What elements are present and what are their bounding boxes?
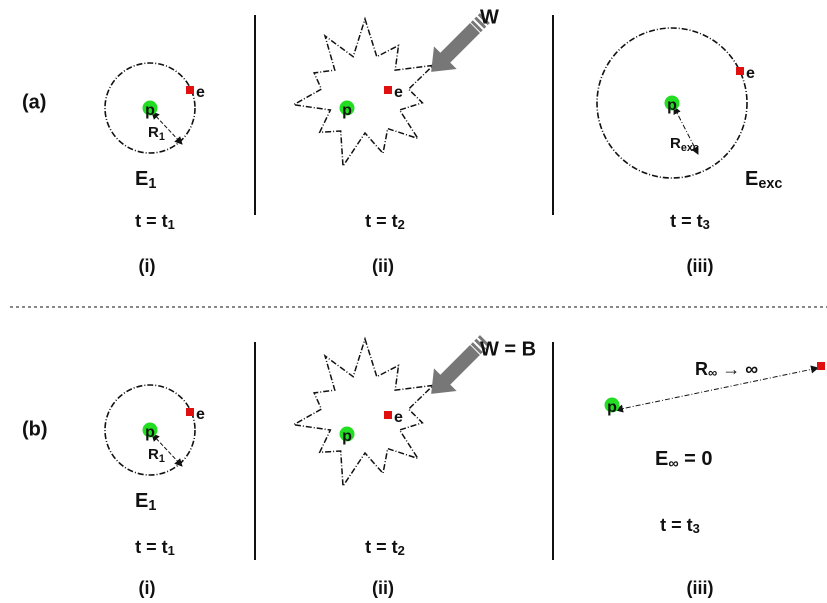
radius-label-rest: → ∞ [717,359,758,379]
time-label: t = t2 [365,537,405,559]
electron-label: e [746,65,755,82]
time-label: t = t1 [135,537,175,559]
time-label-main: t = t [660,515,693,535]
time-label: t = t1 [135,211,175,233]
time-label-main: t = t [365,211,398,231]
time-label-sub: 2 [398,217,405,232]
caption: (i) [139,256,156,276]
force-label: W = B [480,338,536,360]
proton-label: p [342,102,352,119]
proton-label: p [667,97,677,114]
electron-label: e [394,84,403,101]
electron-label: e [196,406,205,423]
energy-label-main: E [745,168,758,190]
time-label-sub: 3 [703,217,710,232]
electron-dot [817,362,825,370]
energy-label-main: E [135,490,148,512]
radius-label-main: R [148,446,159,463]
energy-label: Eexc [745,168,782,192]
proton-label: p [607,399,617,416]
electron-label: e [196,84,205,101]
caption: (iii) [687,578,714,598]
row-label: (a) [22,91,46,113]
radius-label: R∞ → ∞ [695,359,758,381]
radius-label-main: R [670,135,681,152]
energy-label: E1 [135,168,156,192]
electron-dot [186,408,194,416]
radius-label-sub: 1 [159,453,165,465]
energy-label-sub: 1 [148,498,156,514]
electron-dot [736,67,744,75]
electron-dot [186,86,194,94]
time-label: t = t3 [660,515,700,537]
caption: (iii) [687,256,714,276]
electron-dot [384,86,392,94]
energy-label-sub: ∞ [668,456,678,472]
time-label-main: t = t [135,211,168,231]
energy-label-sub: exc [758,176,782,192]
row-label: (b) [22,418,48,440]
caption: (ii) [372,578,394,598]
energy-label: E1 [135,490,156,514]
time-label-sub: 2 [398,543,405,558]
energy-label-main: E [135,168,148,190]
time-label-main: t = t [365,537,398,557]
time-label: t = t3 [670,211,710,233]
proton-label: p [342,428,352,445]
electron-label: e [394,409,403,426]
excitation-star [294,19,434,166]
radius-label: R1 [148,124,165,143]
radius-label-sub: exc [681,142,699,154]
force-label: W [480,6,499,28]
electron-dot [384,411,392,419]
caption: (ii) [372,256,394,276]
energy-label-sub: 1 [148,176,156,192]
proton-label: p [145,424,155,441]
caption: (i) [139,578,156,598]
radius-label-main: R [148,124,159,141]
excitation-star [294,339,434,486]
time-label: t = t2 [365,211,405,233]
radius-label-sub: ∞ [708,365,717,380]
radius-label-sub: 1 [159,131,165,143]
energy-label-main: E [655,448,668,470]
time-label-main: t = t [135,537,168,557]
radius-label: R1 [148,446,165,465]
radius-label: Rexc [670,135,699,154]
proton-label: p [145,102,155,119]
radius-label-main: R [695,359,708,379]
energy-label-rest: = 0 [679,448,713,470]
time-label-sub: 3 [693,521,700,536]
time-label-sub: 1 [168,543,175,558]
figure: (a)peR1E1t = t1(i)peWt = t2(ii)peRexcEex… [0,0,827,603]
time-label-sub: 1 [168,217,175,232]
energy-label: E∞ = 0 [655,448,713,472]
time-label-main: t = t [670,211,703,231]
